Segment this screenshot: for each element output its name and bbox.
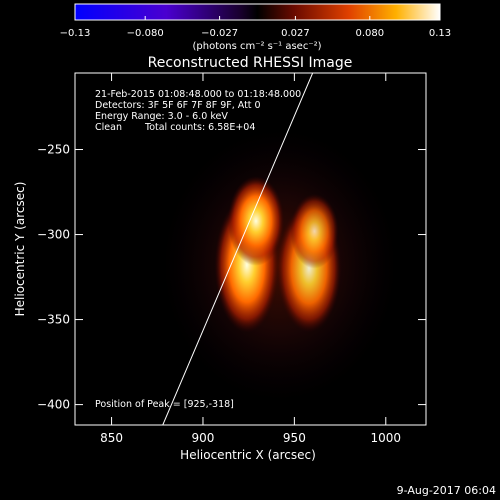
colorbar-tick-label: 0.13 xyxy=(429,28,451,39)
hot-source xyxy=(290,193,339,269)
x-tick-label: 850 xyxy=(100,431,123,445)
y-tick-label: −400 xyxy=(37,398,70,412)
x-tick-label: 1000 xyxy=(371,431,402,445)
footer-timestamp: 9-Aug-2017 06:04 xyxy=(397,484,496,497)
x-tick-label: 900 xyxy=(192,431,215,445)
colorbar-tick-label: 0.080 xyxy=(355,28,384,39)
colorbar-tick-label: 0.027 xyxy=(281,28,310,39)
y-tick-label: −250 xyxy=(37,143,70,157)
annotation-time-range: 21-Feb-2015 01:08:48.000 to 01:18:48.000 xyxy=(95,89,301,100)
x-axis-label: Heliocentric X (arcsec) xyxy=(180,448,316,462)
colorbar-tick-label: −0.027 xyxy=(201,28,238,39)
colorbar xyxy=(74,3,441,21)
colorbar-ticks: −0.13 −0.080 −0.027 0.027 0.080 0.13 xyxy=(60,16,451,39)
x-tick-label: 950 xyxy=(283,431,306,445)
annotation-peak-position: Position of Peak = [925,-318] xyxy=(95,399,234,410)
colorbar-units-label: (photons cm⁻² s⁻¹ asec⁻²) xyxy=(192,41,321,52)
annotation-detectors: Detectors: 3F 5F 6F 7F 8F 9F, Att 0 xyxy=(95,100,261,111)
y-axis-label: Heliocentric Y (arcsec) xyxy=(13,182,27,317)
annotation-total-counts: Total counts: 6.58E+04 xyxy=(144,122,255,133)
hot-source xyxy=(227,176,285,266)
annotation-clean: Clean xyxy=(95,122,122,133)
colorbar-tick-label: −0.13 xyxy=(60,28,91,39)
y-axis-ticks: −250 −300 −350 −400 xyxy=(37,143,426,412)
y-tick-label: −300 xyxy=(37,228,70,242)
annotation-energy-range: Energy Range: 3.0 - 6.0 keV xyxy=(95,111,228,122)
colorbar-tick-label: −0.080 xyxy=(127,28,164,39)
heatmap-image xyxy=(162,129,397,402)
x-axis-ticks: 850 900 950 1000 xyxy=(100,73,401,445)
solar-limb-line xyxy=(162,73,314,425)
y-tick-label: −350 xyxy=(37,313,70,327)
plot-frame xyxy=(74,72,427,426)
chart-title: Reconstructed RHESSI Image xyxy=(148,55,353,71)
